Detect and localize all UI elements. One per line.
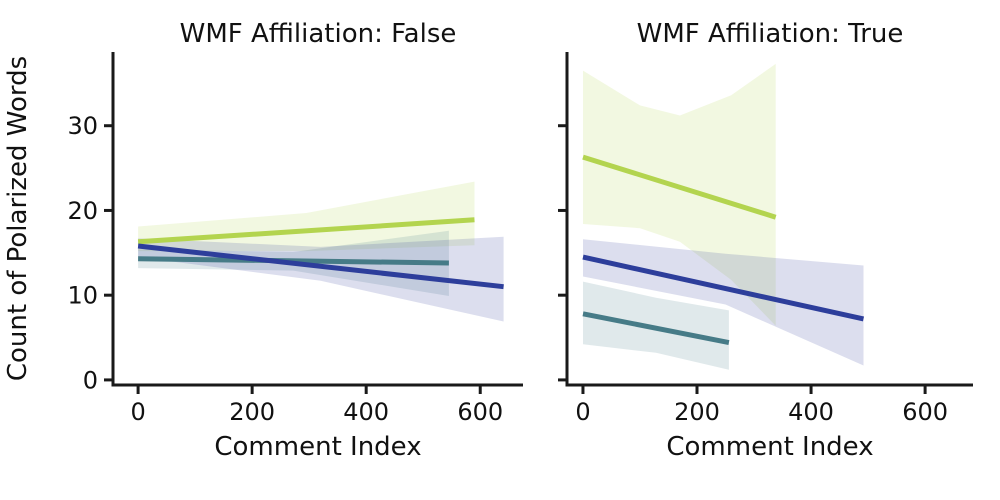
blue-series-regression-line: [137, 243, 504, 290]
x-tick-label: 400: [788, 398, 834, 426]
panel-true: 0 200 400 600 WMF Affiliation: True Comment I…: [558, 19, 973, 462]
green-series-confidence-band: [583, 63, 776, 326]
teal-series-confidence-band: [583, 281, 729, 370]
y-tick-label: 20: [67, 197, 98, 225]
y-tick-label: 10: [67, 282, 98, 310]
x-tick-label: 200: [674, 398, 720, 426]
facet-title: WMF Affiliation: True: [637, 19, 904, 49]
x-axis-label: Comment Index: [666, 432, 873, 462]
panel-false: 0 10 20 30 0 200 400 600 WMF Affiliation: False C…: [67, 19, 523, 462]
x-tick-label: 200: [229, 398, 275, 426]
x-tick-label: 400: [343, 398, 389, 426]
y-tick-label: 0: [83, 366, 98, 394]
teal-series-regression-line: [582, 311, 730, 346]
facet-title: WMF Affiliation: False: [180, 19, 457, 49]
y-axis-label: Count of Polarized Words: [3, 56, 33, 381]
blue-series-regression-line: [582, 254, 865, 322]
green-series-confidence-band: [138, 181, 475, 252]
y-tick-label: 30: [67, 112, 98, 140]
x-tick-label: 0: [130, 398, 145, 426]
x-tick-label: 600: [902, 398, 948, 426]
green-series-regression-line: [582, 154, 777, 220]
x-tick-label: 0: [575, 398, 590, 426]
green-series-regression-line: [137, 217, 475, 245]
x-tick-label: 600: [457, 398, 503, 426]
x-axis-label: Comment Index: [214, 432, 421, 462]
